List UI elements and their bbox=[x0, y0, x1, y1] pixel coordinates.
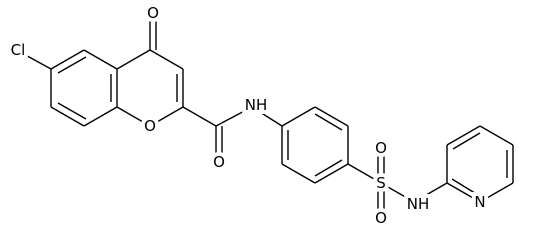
atom-label: O bbox=[144, 117, 156, 135]
atom-label: N bbox=[474, 193, 485, 211]
atom-label: NH bbox=[245, 96, 268, 114]
atom-label: O bbox=[147, 4, 159, 22]
atom-label: NH bbox=[407, 195, 430, 213]
atom-label: O bbox=[375, 139, 387, 157]
atom-labels: O Cl O O NH S O O NH N bbox=[7, 0, 490, 231]
bonds bbox=[19, 15, 514, 216]
structure-diagram: O Cl O O NH S O O NH N bbox=[7, 0, 514, 231]
atom-label: O bbox=[375, 209, 387, 227]
atom-label: O bbox=[213, 153, 225, 171]
atom-label: Cl bbox=[11, 41, 26, 59]
atom-label: S bbox=[376, 174, 386, 192]
